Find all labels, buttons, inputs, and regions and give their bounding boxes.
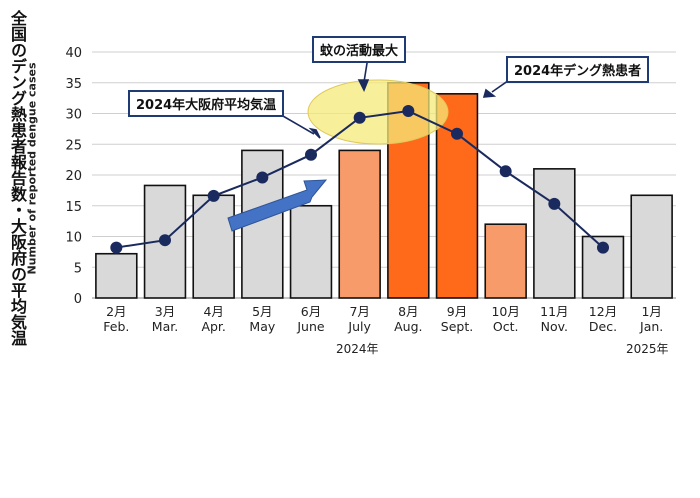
temperature-point [597, 241, 609, 254]
vertical-title: 全国のデング熱患者報告数・大阪府の平均気温 [8, 10, 27, 346]
year-label-2024: 2024年 [336, 342, 379, 356]
x-tick-label: Jan. [639, 319, 663, 334]
temperature-point [159, 234, 171, 247]
y-tick-label: 25 [65, 138, 82, 153]
x-tick-label: 10月 [491, 304, 519, 319]
pointer-mosquito-head [357, 79, 370, 92]
y-tick-label: 30 [65, 108, 82, 123]
y-tick-label: 35 [65, 77, 82, 92]
x-tick-label: 8月 [398, 304, 418, 319]
temperature-point [353, 111, 366, 124]
x-tick-label: 2月 [106, 304, 126, 319]
bar [630, 194, 673, 299]
x-tick-label: Oct. [493, 319, 519, 334]
y-tick-label: 0 [74, 292, 82, 307]
temperature-point [402, 105, 415, 118]
activity-highlight [307, 79, 449, 145]
x-tick-label: 1月 [641, 304, 661, 319]
x-tick-label: Nov. [541, 319, 568, 334]
x-tick-label: Feb. [103, 319, 129, 334]
x-tick-label: May [249, 319, 275, 334]
temperature-point [548, 197, 561, 210]
temperature-line [110, 105, 609, 254]
x-tick-label: Aug. [394, 319, 422, 334]
x-tick-label: Sept. [441, 319, 473, 334]
temperature-point [110, 241, 123, 254]
temperature-point [256, 171, 269, 184]
y-tick-label: 20 [65, 169, 82, 184]
temperature-point [207, 189, 220, 202]
x-tick-label: July [347, 319, 371, 334]
y-tick-label: 40 [65, 46, 82, 61]
x-tick-label: 7月 [349, 304, 369, 319]
x-tick-label: 3月 [155, 304, 175, 319]
bar [289, 204, 333, 299]
x-tick-label: 4月 [203, 304, 223, 319]
bar [533, 168, 576, 299]
trend-arrow [227, 179, 328, 232]
bar [95, 252, 138, 299]
bar [338, 149, 381, 299]
temperature-point [499, 165, 512, 178]
arrow-shape [227, 179, 328, 232]
x-tick-label: Mar. [152, 319, 178, 334]
x-tick-label: 6月 [301, 304, 321, 319]
callout-dengue-cases: 2024年デング熱患者 [506, 56, 650, 83]
x-tick-label: 11月 [540, 304, 568, 319]
y-tick-label: 5 [74, 261, 82, 276]
callout-osaka-temperature: 2024年大阪府平均気温 [128, 90, 285, 117]
x-tick-label: Dec. [589, 319, 617, 334]
x-tick-label: 5月 [252, 304, 272, 319]
year-label-2025: 2025年 [626, 342, 669, 356]
bar [192, 194, 235, 299]
x-tick-label: Apr. [201, 319, 225, 334]
y-tick-label: 10 [65, 231, 82, 246]
y-tick-labels: 0 5 10 15 20 25 30 35 40 [65, 46, 82, 307]
bar [484, 223, 527, 299]
temperature-point [305, 148, 317, 161]
callout-mosquito-activity: 蚊の活動最大 [312, 36, 407, 63]
x-tick-label: 12月 [589, 304, 617, 319]
y-axis-label: Number of reported dengue cases [25, 62, 39, 275]
x-tick-label: 9月 [447, 304, 467, 319]
pointer-temperature-head [308, 127, 321, 139]
temperature-point [451, 127, 463, 140]
x-tick-label: June [296, 319, 325, 334]
pointer-dengue-head [482, 88, 497, 98]
y-tick-label: 15 [65, 200, 82, 215]
